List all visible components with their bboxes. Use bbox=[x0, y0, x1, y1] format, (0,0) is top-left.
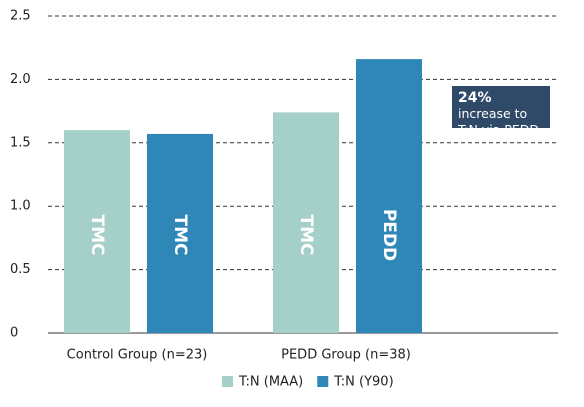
bar bbox=[273, 112, 339, 333]
y-tick-label: 0 bbox=[10, 326, 18, 341]
bar bbox=[147, 133, 213, 333]
bar bbox=[356, 59, 422, 333]
legend-swatch bbox=[222, 376, 233, 387]
annotation-text: increase to T:N via PEDD bbox=[458, 106, 539, 137]
bar bbox=[64, 130, 130, 333]
annotation-bold: 24% bbox=[458, 90, 492, 106]
legend-label: T:N (Y90) bbox=[333, 375, 393, 390]
y-tick-label: 0.5 bbox=[10, 262, 31, 277]
legend-label: T:N (MAA) bbox=[238, 375, 303, 390]
y-tick-label: 2.0 bbox=[10, 72, 31, 87]
bar-label: TMC bbox=[87, 215, 107, 256]
bar-label: TMC bbox=[296, 215, 316, 256]
y-tick-label: 1.0 bbox=[10, 199, 31, 214]
x-tick-label: Control Group (n=23) bbox=[67, 348, 208, 363]
annotation: 24% increase to T:N via PEDD bbox=[452, 86, 550, 137]
legend-swatch bbox=[317, 376, 329, 387]
y-tick-label: 2.5 bbox=[10, 9, 31, 24]
x-tick-label: PEDD Group (n=38) bbox=[281, 348, 411, 363]
bar-label: PEDD bbox=[379, 209, 399, 261]
bar-label: TMC bbox=[170, 215, 190, 256]
y-tick-label: 1.5 bbox=[10, 135, 31, 150]
